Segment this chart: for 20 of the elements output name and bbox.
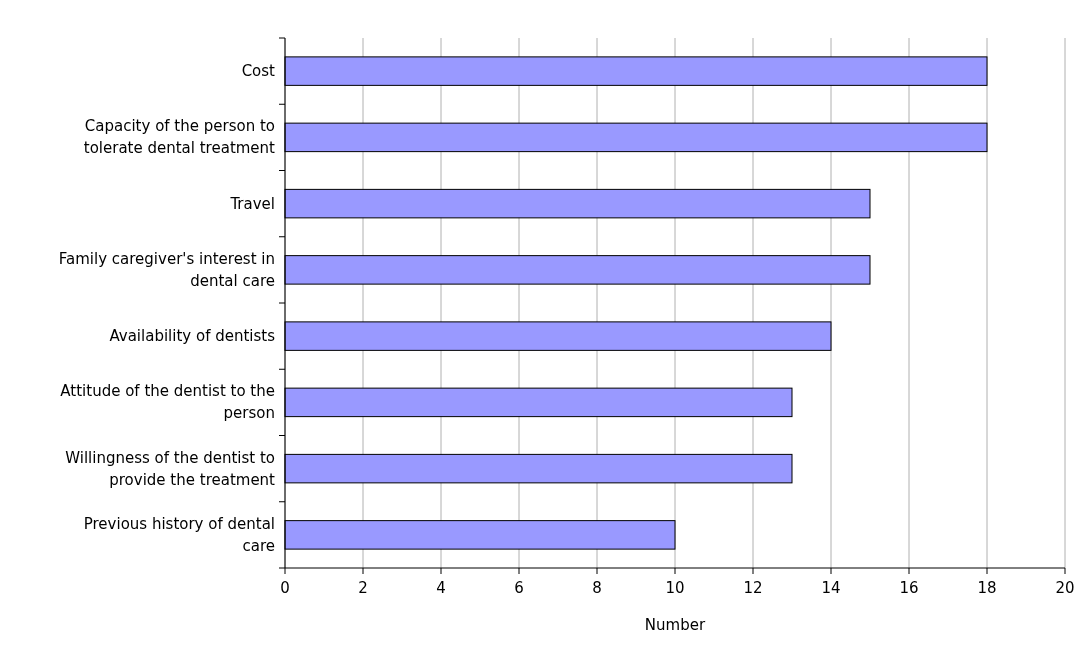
x-tick-label: 14 [821, 579, 841, 597]
y-tick-label: Previous history of dental care [83, 514, 275, 555]
x-tick-label: 4 [436, 579, 446, 597]
x-tick-label: 10 [665, 579, 685, 597]
x-tick-label: 18 [977, 579, 997, 597]
x-axis-title: Number [644, 616, 706, 634]
x-tick-label: 20 [1055, 579, 1075, 597]
x-tick-label: 6 [514, 579, 524, 597]
x-tick-label: 2 [358, 579, 368, 597]
y-tick-label: Willingness of the dentist to provide the treatment [65, 448, 276, 489]
y-tick-label: Family caregiver's interest in dental care [58, 249, 275, 290]
y-tick-label: Travel [229, 194, 275, 213]
x-tick-label: 0 [280, 579, 290, 597]
x-tick-label: 8 [592, 579, 602, 597]
y-tick-label: Attitude of the dentist to the person [60, 381, 275, 422]
y-tick-label: Availability of dentists [109, 326, 276, 345]
y-tick-label: Cost [241, 61, 276, 80]
x-tick-label: 12 [743, 579, 763, 597]
x-tick-label: 16 [899, 579, 919, 597]
y-tick-label: Capacity of the person to tolerate dental treatment [83, 116, 276, 157]
